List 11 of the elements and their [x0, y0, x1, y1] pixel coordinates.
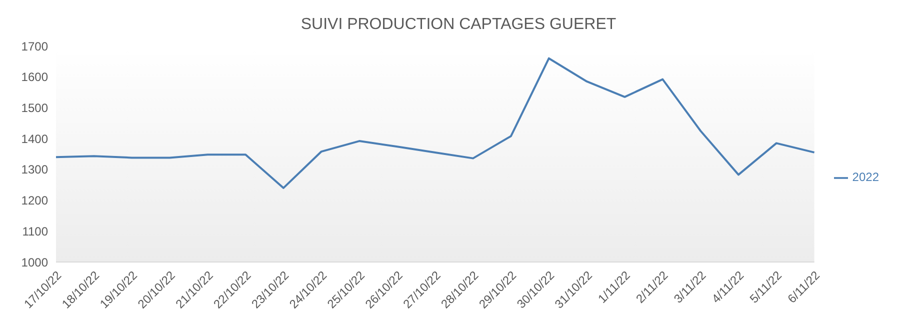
- y-tick-label: 1200: [21, 194, 48, 208]
- line-series: [55, 57, 816, 189]
- legend-label: 2022: [852, 170, 879, 184]
- y-tick-label: 1700: [21, 39, 48, 54]
- y-tick-label: 1100: [22, 224, 48, 238]
- y-tick-label: 1300: [21, 162, 48, 177]
- chart-title: SUIVI PRODUCTION CAPTAGES GUERET: [300, 15, 618, 35]
- y-tick-label: 1500: [21, 100, 48, 115]
- y-tick-label: 1400: [21, 132, 48, 146]
- y-tick-label: 1600: [21, 70, 48, 84]
- y-tick-label: 1000: [21, 255, 48, 270]
